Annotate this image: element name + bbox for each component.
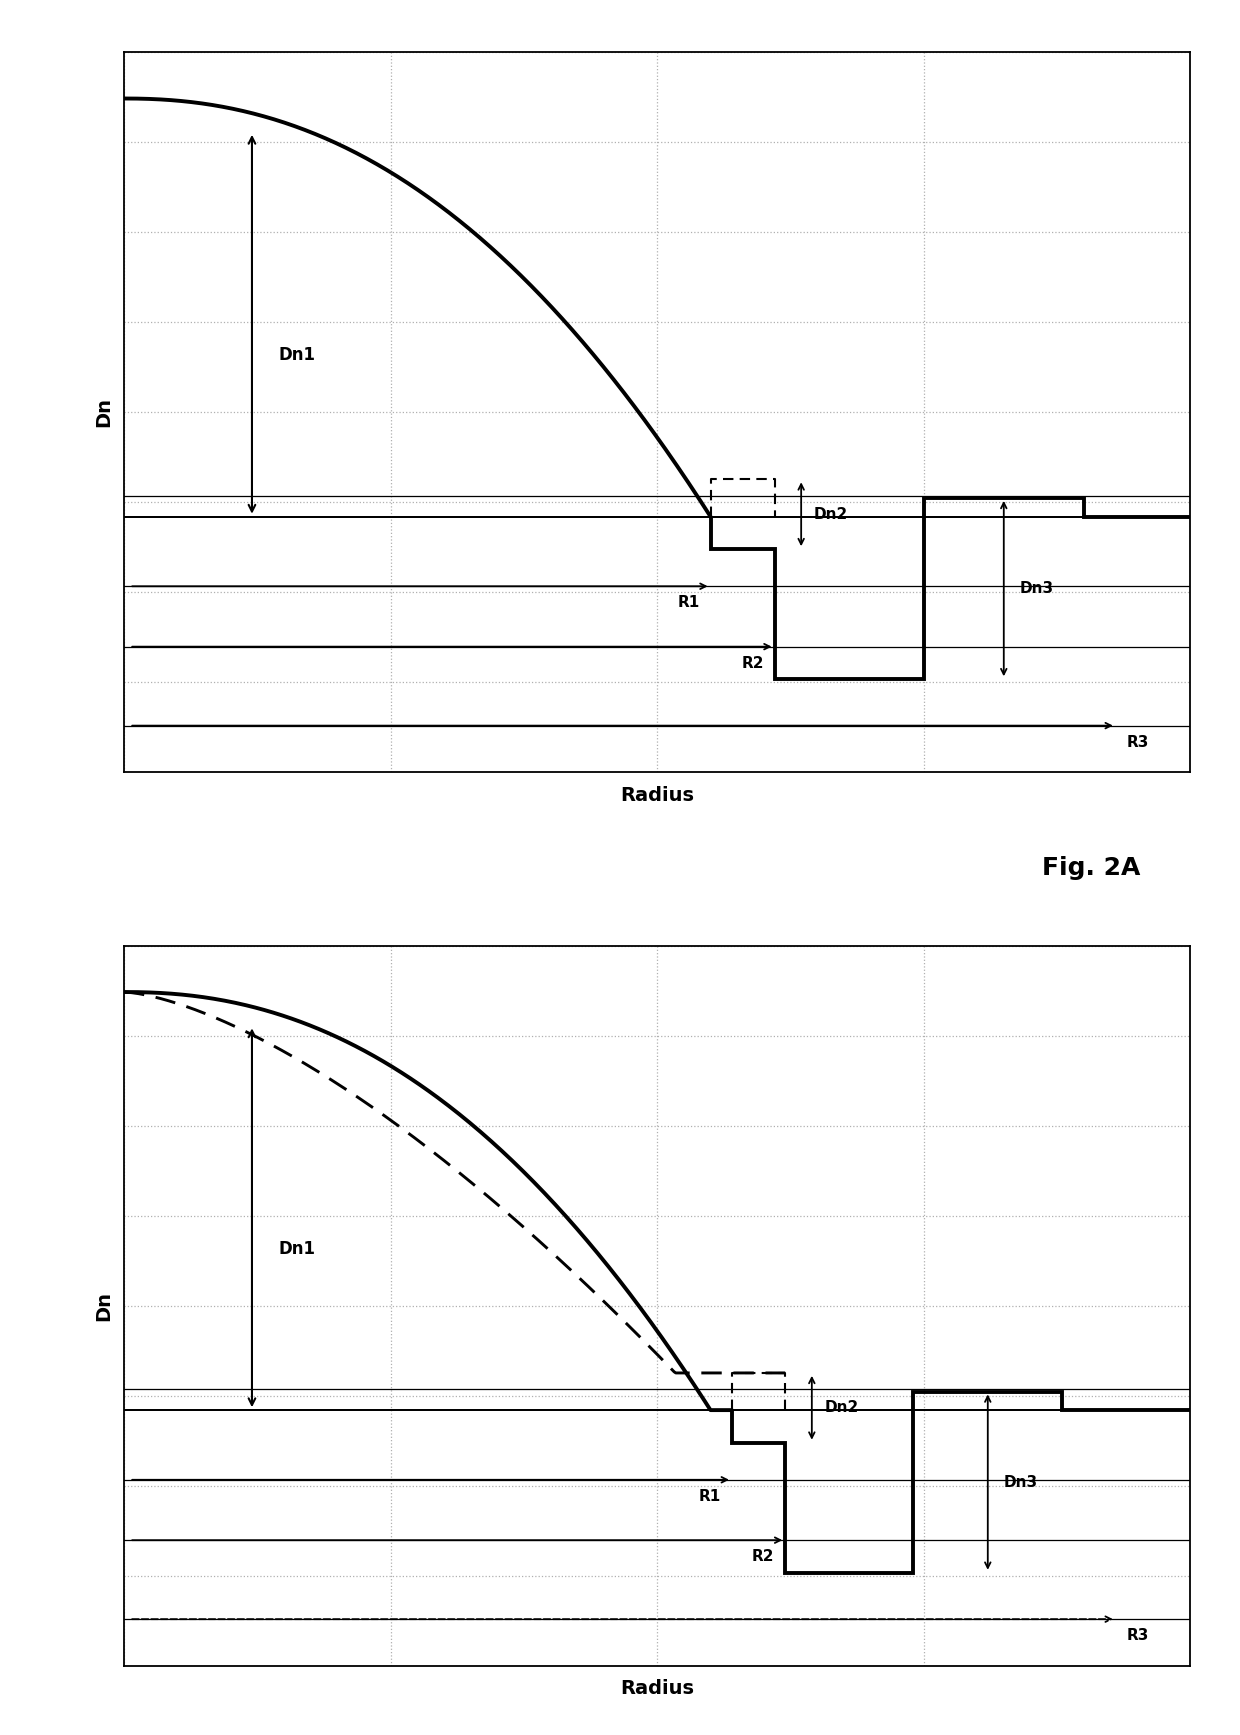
Text: Dn2: Dn2 — [825, 1400, 859, 1416]
Text: R1: R1 — [699, 1489, 722, 1504]
Text: Dn2: Dn2 — [813, 507, 848, 522]
Text: Fig. 2A: Fig. 2A — [1042, 855, 1141, 880]
Text: R2: R2 — [742, 656, 764, 670]
Text: Dn1: Dn1 — [279, 1239, 316, 1258]
Text: Dn1: Dn1 — [279, 345, 316, 364]
Text: R3: R3 — [1126, 1627, 1148, 1643]
Y-axis label: Dn: Dn — [94, 397, 113, 427]
Text: R1: R1 — [677, 595, 699, 611]
Text: Dn3: Dn3 — [1003, 1475, 1038, 1490]
X-axis label: Radius: Radius — [620, 1679, 694, 1699]
Text: R3: R3 — [1126, 734, 1148, 750]
X-axis label: Radius: Radius — [620, 786, 694, 805]
Text: Dn3: Dn3 — [1019, 581, 1054, 597]
Text: R2: R2 — [751, 1549, 775, 1563]
Y-axis label: Dn: Dn — [94, 1291, 113, 1320]
